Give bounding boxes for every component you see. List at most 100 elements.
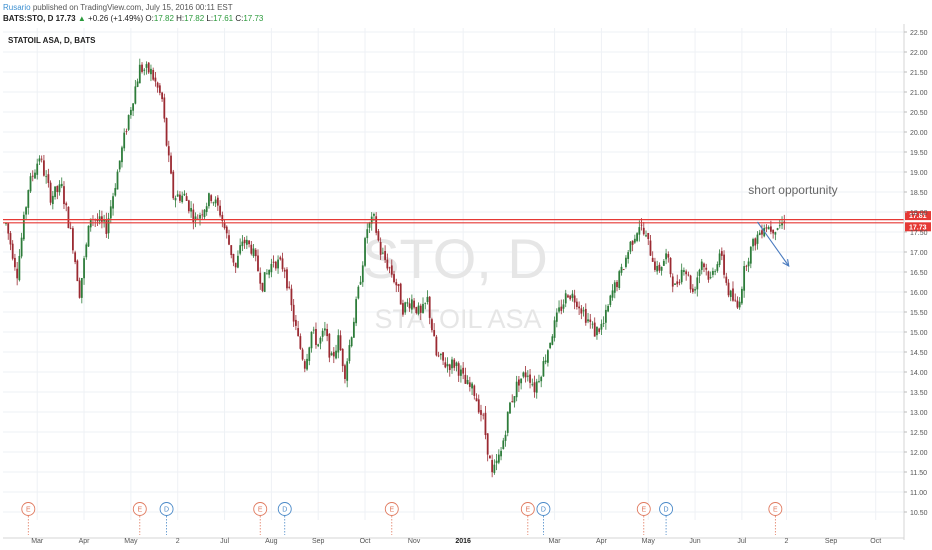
candle-body: [480, 410, 482, 415]
candle-body: [219, 205, 221, 216]
price-tick-label: 16.50: [910, 270, 928, 277]
candle-body: [489, 455, 491, 459]
candle-body: [468, 382, 471, 387]
candle-body: [645, 235, 647, 237]
annotation-short-opportunity[interactable]: short opportunity: [748, 183, 837, 197]
time-tick-label: Oct: [360, 538, 371, 545]
candle-body: [707, 271, 710, 280]
candle-body: [121, 147, 123, 163]
candle-body: [745, 265, 748, 267]
earnings-event-icon[interactable]: [21, 502, 36, 516]
candle-body: [43, 160, 45, 176]
candle-body: [76, 260, 79, 282]
earnings-event-icon[interactable]: [384, 502, 399, 516]
candle-body: [167, 146, 170, 156]
candle-body: [734, 299, 737, 301]
candle-body: [216, 197, 219, 206]
candle-body: [774, 232, 777, 235]
candle-body: [141, 64, 143, 72]
candle-body: [660, 266, 663, 271]
candle-body: [74, 252, 77, 263]
candle-body: [714, 271, 717, 273]
earnings-event-icon[interactable]: [636, 502, 651, 516]
candle-body: [705, 267, 708, 270]
candle-body: [34, 172, 36, 179]
candle-body: [683, 270, 685, 272]
candle-body: [685, 271, 688, 275]
candle-body: [56, 185, 59, 193]
candle-body: [337, 335, 340, 353]
candle-body: [261, 282, 264, 291]
candle-body: [444, 362, 447, 368]
candle-body: [399, 283, 402, 305]
dividend-event-icon[interactable]: [159, 502, 174, 516]
candle-body: [698, 269, 701, 276]
candle-body: [330, 353, 333, 356]
time-tick-label: Apr: [79, 538, 91, 545]
candle-body: [303, 361, 306, 369]
price-axis[interactable]: 10.50 11.00 11.50 12.00 12.50 13.00 13.50 14.00…: [903, 24, 928, 540]
candle-body: [558, 307, 560, 312]
earnings-event-icon[interactable]: [768, 502, 783, 516]
candle-body: [192, 209, 195, 223]
time-tick-label: Sep: [312, 538, 325, 545]
candle-body: [754, 238, 757, 246]
candle-body: [680, 269, 683, 283]
price-tick-label: 14.00: [910, 370, 928, 377]
candle-body: [671, 276, 674, 287]
candle-body: [49, 182, 52, 203]
earnings-event-icon[interactable]: [132, 502, 147, 516]
candle-body: [720, 251, 723, 256]
event-label: E: [773, 507, 778, 514]
candle-body: [502, 440, 505, 449]
candle-body: [384, 250, 386, 260]
candle-body: [781, 223, 783, 226]
earnings-event-icon[interactable]: [253, 502, 268, 516]
event-label: D: [282, 507, 287, 514]
dividend-event-icon[interactable]: [659, 502, 674, 516]
quote-line: BATS:STO, D 17.73 ▲ +0.26 (+1.49%) O:17.…: [3, 13, 263, 24]
candle-body: [533, 382, 536, 393]
candle-body: [29, 176, 32, 192]
time-tick-label: Mar: [31, 538, 44, 545]
price-label: 17.73: [909, 224, 927, 231]
candle-body: [11, 243, 14, 259]
candle-body: [591, 323, 594, 325]
earnings-event-icon[interactable]: [520, 502, 535, 516]
candle-body: [694, 289, 696, 291]
candle-body: [245, 239, 248, 245]
candle-body: [20, 237, 23, 257]
author-link[interactable]: Rusario: [3, 3, 31, 12]
candle-body: [408, 303, 411, 309]
candle-body: [431, 319, 433, 331]
candle-body: [283, 269, 286, 272]
candle-body: [25, 207, 27, 215]
candle-body: [172, 171, 175, 199]
candle-body: [584, 308, 587, 323]
candle-body: [417, 305, 420, 315]
dividend-event-icon[interactable]: [536, 502, 551, 516]
candle-body: [348, 345, 351, 362]
watermark-symbol: STO, D: [362, 227, 548, 290]
candle-body: [571, 293, 574, 298]
candle-body: [381, 252, 384, 254]
time-axis[interactable]: Mar Apr May 2 Jul Aug Sep Oct Nov 2016 Mar Apr May Ju…: [3, 537, 904, 545]
event-label: E: [26, 507, 31, 514]
resistance-zone[interactable]: 17.81 17.73: [3, 211, 931, 232]
candle-body: [522, 372, 525, 377]
price-tick-label: 19.00: [910, 170, 928, 177]
price-tick-label: 20.50: [910, 110, 928, 117]
candle-body: [297, 328, 300, 336]
candle-body: [373, 213, 375, 216]
candle-body: [749, 246, 752, 264]
dividend-event-icon[interactable]: [277, 502, 292, 516]
candle-body: [312, 329, 315, 331]
arrow-line[interactable]: [757, 221, 790, 267]
candle-body: [83, 258, 85, 279]
candle-body: [194, 216, 197, 221]
candle-body: [147, 62, 150, 73]
candle-body: [555, 312, 558, 322]
candle-body: [60, 183, 63, 187]
candle-body: [118, 160, 121, 170]
